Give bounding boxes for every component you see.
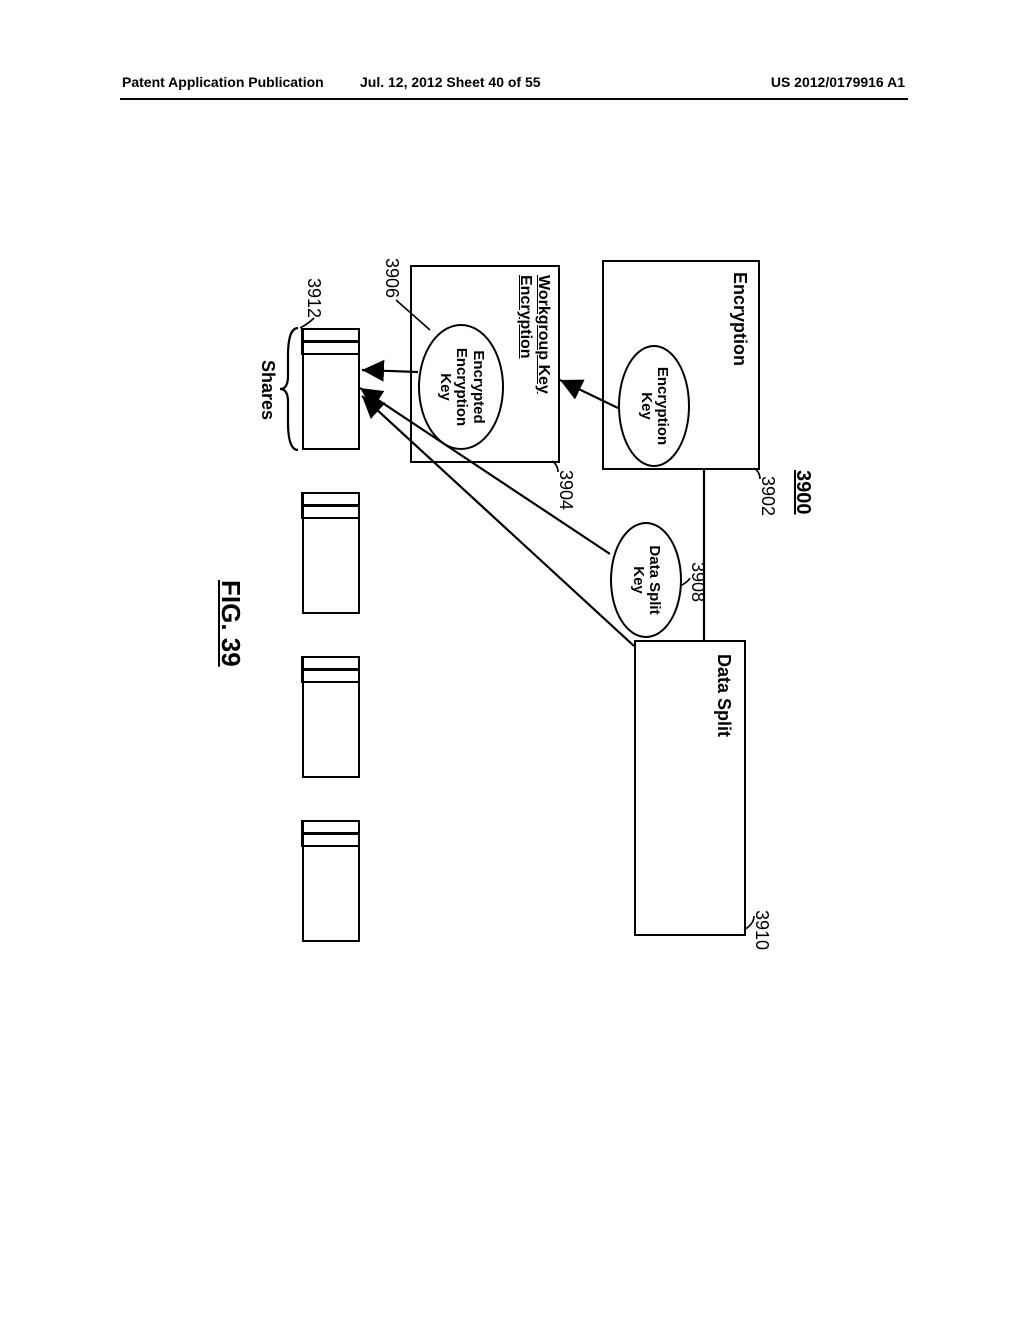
header-center: Jul. 12, 2012 Sheet 40 of 55 [360,74,541,90]
shares-ref-leader [202,210,822,1110]
diagram: 3900 Encryption 3902 Encryption Key Work… [202,210,822,1110]
header-left: Patent Application Publication [122,74,324,90]
header-rule [120,98,908,100]
header-right: US 2012/0179916 A1 [771,74,905,90]
page: Patent Application Publication Jul. 12, … [0,0,1024,1320]
figure-label: FIG. 39 [215,580,246,667]
